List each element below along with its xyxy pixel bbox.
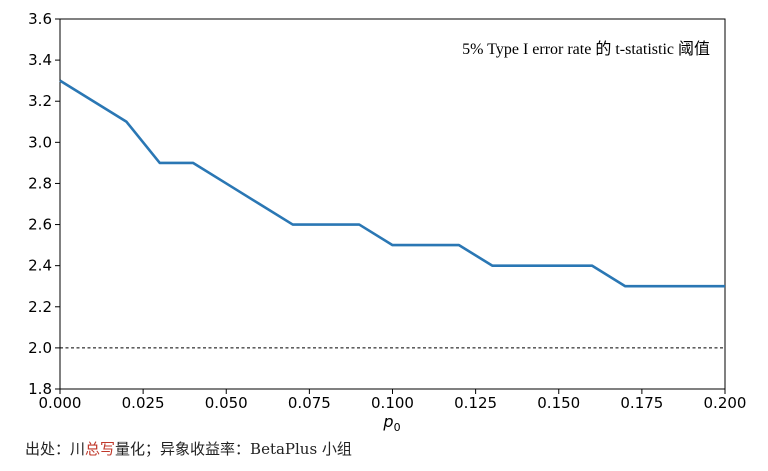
x-axis-label: p0 bbox=[382, 412, 400, 432]
x-tick-label: 0.075 bbox=[288, 394, 331, 412]
y-tick-label: 2.4 bbox=[28, 257, 52, 275]
caption-prefix: 出处： bbox=[25, 440, 71, 458]
x-tick-label: 0.150 bbox=[537, 394, 580, 412]
y-tick-label: 2.0 bbox=[28, 339, 52, 357]
x-tick-label: 0.200 bbox=[704, 394, 747, 412]
y-tick-label: 2.8 bbox=[28, 174, 52, 192]
y-tick-label: 1.8 bbox=[28, 380, 52, 398]
plot-area bbox=[59, 79, 725, 349]
caption-suffix: 量化；异象收益率：BetaPlus 小组 bbox=[115, 440, 352, 458]
y-tick-label: 3.2 bbox=[28, 92, 52, 110]
y-tick-label: 2.6 bbox=[28, 216, 52, 234]
x-tick-label: 0.050 bbox=[205, 394, 248, 412]
x-tick-label: 0.000 bbox=[39, 394, 82, 412]
axes: 0.000 0.025 0.050 0.075 0.100 0.125 0.150 0.175… bbox=[28, 10, 746, 412]
x-tick-label: 0.025 bbox=[122, 394, 165, 412]
caption-author-b: 总写 bbox=[85, 440, 116, 458]
y-tick-label: 3.0 bbox=[28, 133, 52, 151]
y-tick-label: 2.2 bbox=[28, 298, 52, 316]
chart-annotation: 5% Type I error rate 的 t-statistic 阈值 bbox=[462, 40, 710, 58]
source-caption: 出处：川总写量化；异象收益率：BetaPlus 小组 bbox=[25, 438, 352, 459]
series-line bbox=[59, 79, 725, 288]
y-tick-label: 3.6 bbox=[28, 10, 52, 28]
chart: 0.000 0.025 0.050 0.075 0.100 0.125 0.150 0.175… bbox=[28, 10, 746, 432]
x-tick-label: 0.100 bbox=[371, 394, 414, 412]
caption-author-a: 川 bbox=[70, 440, 86, 458]
x-tick-label: 0.125 bbox=[454, 394, 497, 412]
plot-frame bbox=[59, 18, 726, 390]
y-tick-label: 3.4 bbox=[28, 51, 52, 69]
x-tick-label: 0.175 bbox=[620, 394, 663, 412]
